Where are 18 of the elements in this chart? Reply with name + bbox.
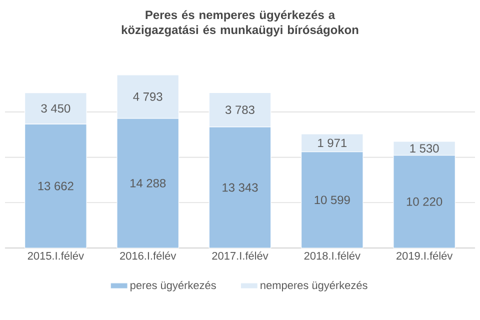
data-label: 1 530 <box>410 144 439 153</box>
data-label: 14 288 <box>130 178 166 188</box>
legend-label: peres ügyérkezés <box>130 280 216 292</box>
chart-title: Peres és nemperes ügyérkezés a közigazgatási és munkaügyi bíróságokon <box>122 10 358 36</box>
data-label: 13 343 <box>222 183 258 192</box>
data-label: 1 971 <box>318 138 347 148</box>
data-label: 10 220 <box>406 197 442 206</box>
x-tick-label: 2018.I.félév <box>304 252 360 260</box>
data-label: 3 450 <box>41 104 70 113</box>
legend-label: nemperes ügyérkezés <box>260 280 368 292</box>
x-tick-label: 2016.I.félév <box>120 252 176 260</box>
data-label: 13 662 <box>38 182 74 190</box>
data-label: 4 793 <box>133 92 162 101</box>
x-tick-label: 2015.I.félév <box>28 252 84 260</box>
data-label: 10 599 <box>314 196 350 204</box>
data-label: 3 783 <box>225 106 254 114</box>
x-tick-label: 2017.I.félév <box>212 252 268 260</box>
x-tick-label: 2019.I.félév <box>396 252 453 260</box>
